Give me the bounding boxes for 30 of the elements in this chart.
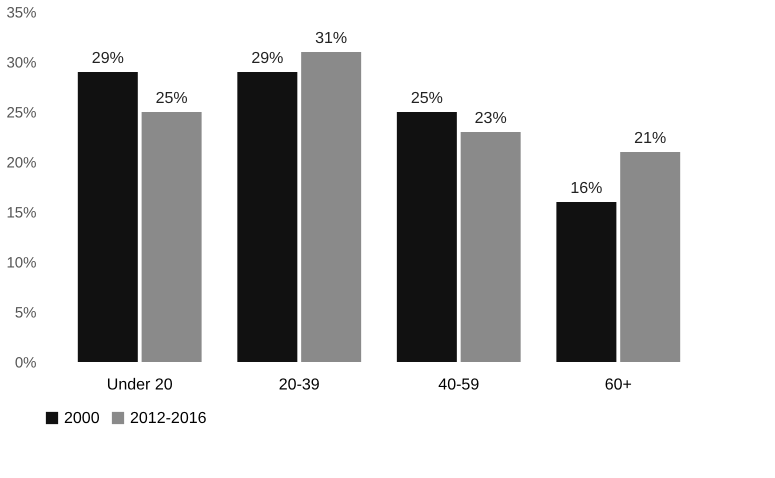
data-label: 29% [251,50,284,67]
x-tick-label: Under 20 [106,376,173,394]
bar [396,112,457,362]
bar [237,72,298,362]
legend-label: 2012-2016 [130,410,207,427]
bar [78,72,138,362]
y-tick-label: 15% [6,204,36,222]
y-tick-label: 0% [14,354,36,372]
data-label: 25% [156,90,188,107]
data-label: 29% [92,50,124,67]
y-tick-label: 30% [6,54,36,72]
x-tick-label: 20-39 [278,376,320,394]
bar [620,152,680,362]
x-tick-label: 40-59 [438,376,480,394]
bar [142,112,202,362]
data-label: 31% [315,30,348,47]
bar [460,132,521,362]
y-tick-label: 20% [6,154,36,172]
x-tick-label: 60+ [604,376,632,394]
legend-label: 2000 [64,410,100,427]
data-label: 21% [634,130,666,147]
data-label: 25% [410,90,443,107]
y-tick-label: 5% [14,304,36,322]
y-tick-label: 35% [6,4,36,22]
bar [301,52,362,362]
bar [556,202,616,362]
data-label: 23% [474,110,507,127]
data-label: 16% [570,180,602,197]
y-tick-label: 25% [6,104,36,122]
y-tick-label: 10% [6,254,36,272]
